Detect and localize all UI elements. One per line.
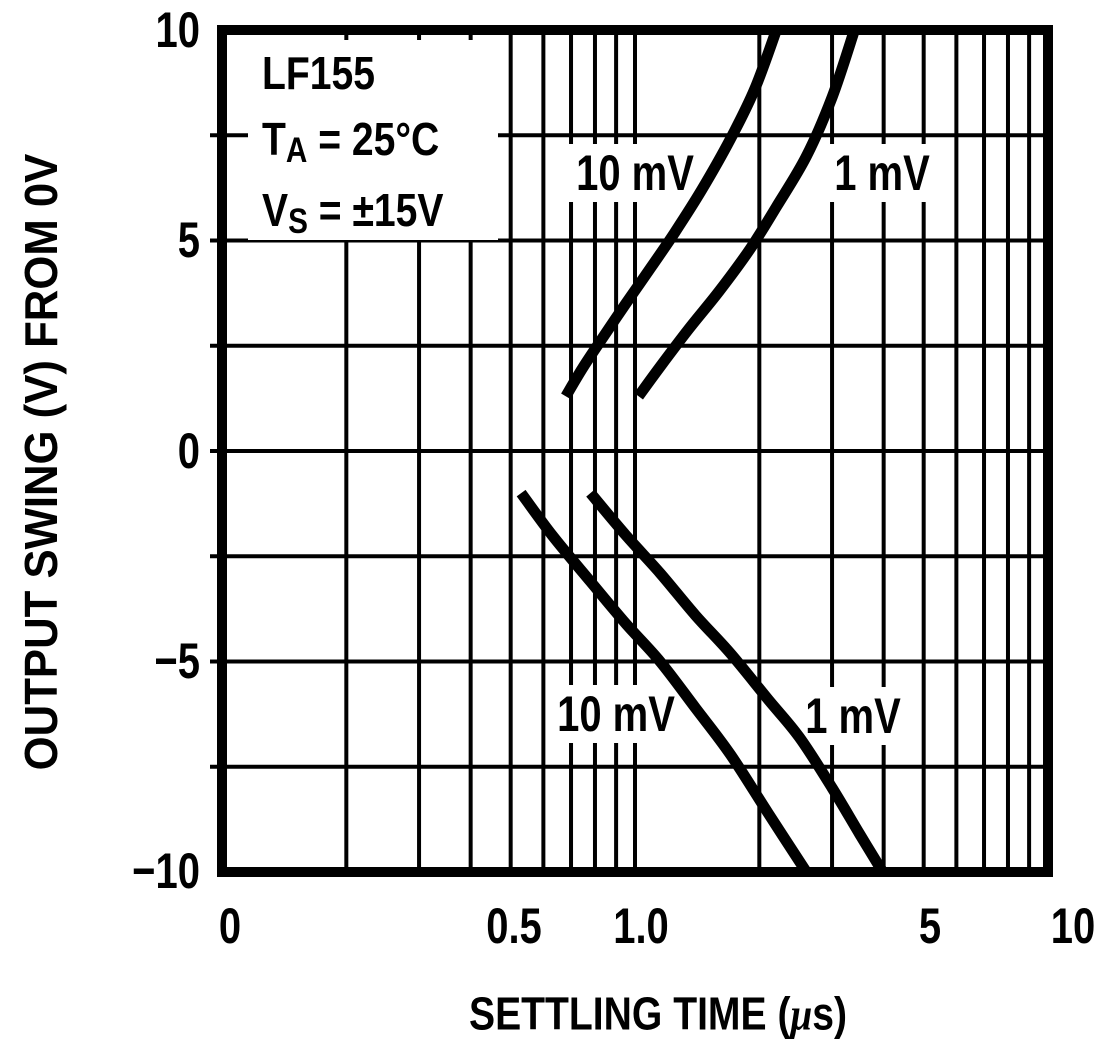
y-axis-title: OUTPUT SWING (V) FROM 0V <box>15 153 67 771</box>
curve-label-negative-10mV: 10 mV <box>532 685 699 743</box>
x-tick-label-1p0: 1.0 <box>613 898 669 954</box>
x-tick-label-10: 10 <box>1050 898 1096 954</box>
curve-label-negative-1mV: 1 mV <box>783 687 923 745</box>
curve-label-positive-10mV: 10 mV <box>551 144 718 202</box>
annotation-supply-voltage: VS = ±15V <box>262 184 444 241</box>
y-tick-label-10: 10 <box>155 2 201 58</box>
x-tick-label-5: 5 <box>918 898 942 954</box>
y-tick-label-5: 5 <box>177 212 200 268</box>
x-tick-label-0: 0 <box>218 898 242 954</box>
y-tick-label-neg5: −5 <box>154 633 200 689</box>
conditions-annotation: LF155 TA = 25°C VS = ±15V <box>248 40 498 241</box>
annotation-device: LF155 <box>262 47 376 99</box>
curve-label-positive-1mV: 1 mV <box>812 144 952 202</box>
mu-symbol: μ <box>790 988 813 1040</box>
x-axis-title: SETTLING TIME (μs) <box>469 987 847 1040</box>
y-tick-label-0: 0 <box>177 423 200 479</box>
x-tick-label-0p5: 0.5 <box>486 898 542 954</box>
annotation-temperature: TA = 25°C <box>262 113 440 170</box>
y-tick-label-neg10: −10 <box>132 843 200 899</box>
